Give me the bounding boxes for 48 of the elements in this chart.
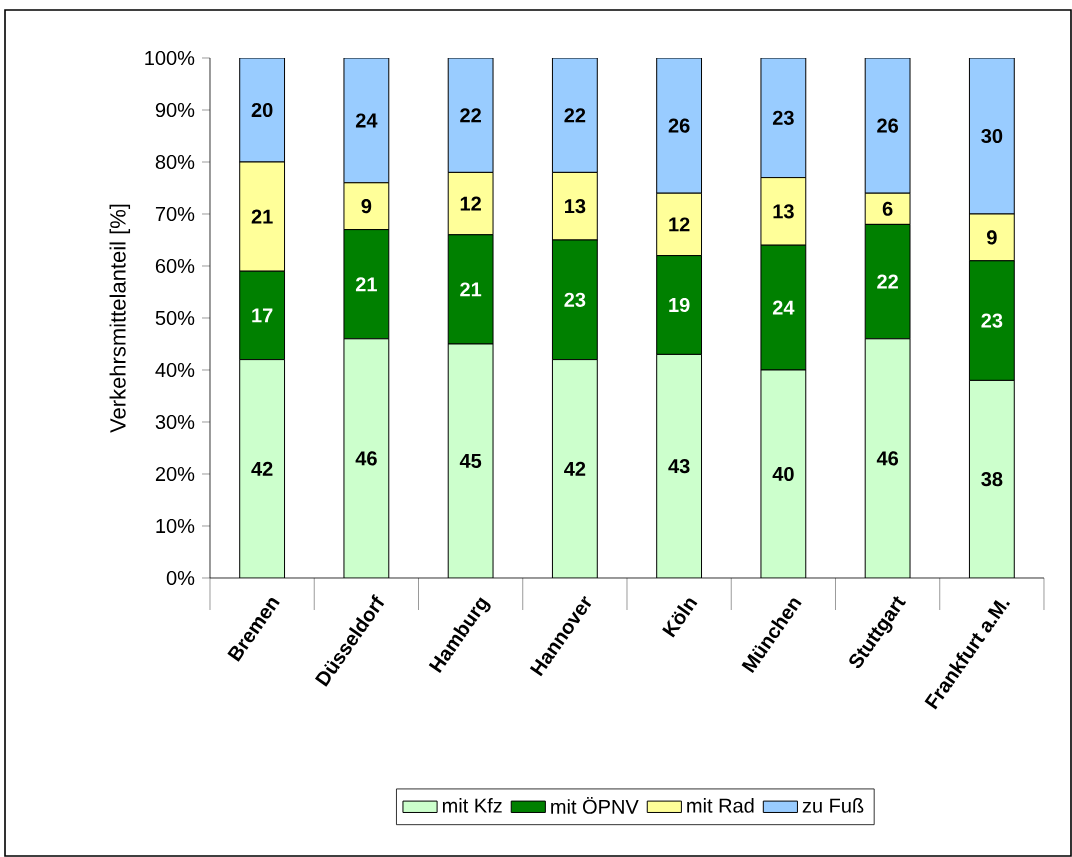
- legend-label: mit Rad: [687, 798, 754, 813]
- data-label: 9: [361, 199, 372, 214]
- data-label: 38: [981, 472, 1003, 487]
- y-tick-label: 0%: [166, 570, 195, 586]
- y-tick-label: 20%: [155, 466, 195, 482]
- y-tick-label: 40%: [155, 362, 195, 378]
- data-label: 46: [876, 451, 899, 466]
- data-label: 23: [772, 110, 794, 125]
- y-tick-label: 80%: [155, 154, 195, 170]
- data-label: 13: [773, 204, 794, 219]
- data-label: 12: [460, 196, 481, 211]
- data-label: 45: [459, 454, 482, 468]
- y-tick-label: 70%: [155, 206, 195, 222]
- y-axis-title: Verkehrsmittelanteil [%]: [109, 204, 131, 433]
- data-label: 20: [251, 102, 273, 118]
- data-label: 46: [355, 451, 377, 466]
- data-label: 12: [669, 217, 690, 232]
- data-label: 24: [355, 113, 378, 128]
- data-label: 6: [882, 201, 893, 216]
- data-label: 23: [981, 313, 1003, 328]
- data-label: 23: [564, 292, 586, 307]
- legend-label: zu Fuß: [802, 798, 864, 813]
- legend-label: mit Kfz: [442, 798, 502, 813]
- data-label: 43: [668, 459, 690, 474]
- data-label: 30: [981, 128, 1003, 144]
- y-tick-label: 60%: [155, 258, 195, 274]
- data-label: 24: [772, 300, 795, 315]
- legend-label: mit ÖPNV: [551, 796, 639, 814]
- data-label: 42: [251, 461, 273, 476]
- y-tick-label: 90%: [155, 102, 195, 118]
- data-label: 9: [987, 230, 997, 245]
- y-tick-label: 30%: [155, 414, 195, 430]
- data-label: 26: [668, 118, 690, 133]
- data-label: 21: [460, 282, 482, 297]
- data-label: 22: [877, 274, 898, 289]
- data-label: 42: [564, 461, 586, 476]
- data-label: 26: [877, 118, 899, 133]
- data-label: 22: [564, 108, 586, 123]
- y-tick-label: 100%: [145, 50, 195, 66]
- data-label: 40: [772, 466, 794, 482]
- data-label: 19: [669, 297, 690, 313]
- data-label: 13: [565, 199, 586, 214]
- y-tick-label: 10%: [156, 518, 195, 534]
- data-label: 17: [252, 308, 273, 323]
- data-label: 22: [460, 108, 481, 123]
- data-label: 21: [251, 209, 273, 224]
- data-label: 21: [355, 277, 377, 292]
- y-tick-label: 50%: [155, 310, 195, 326]
